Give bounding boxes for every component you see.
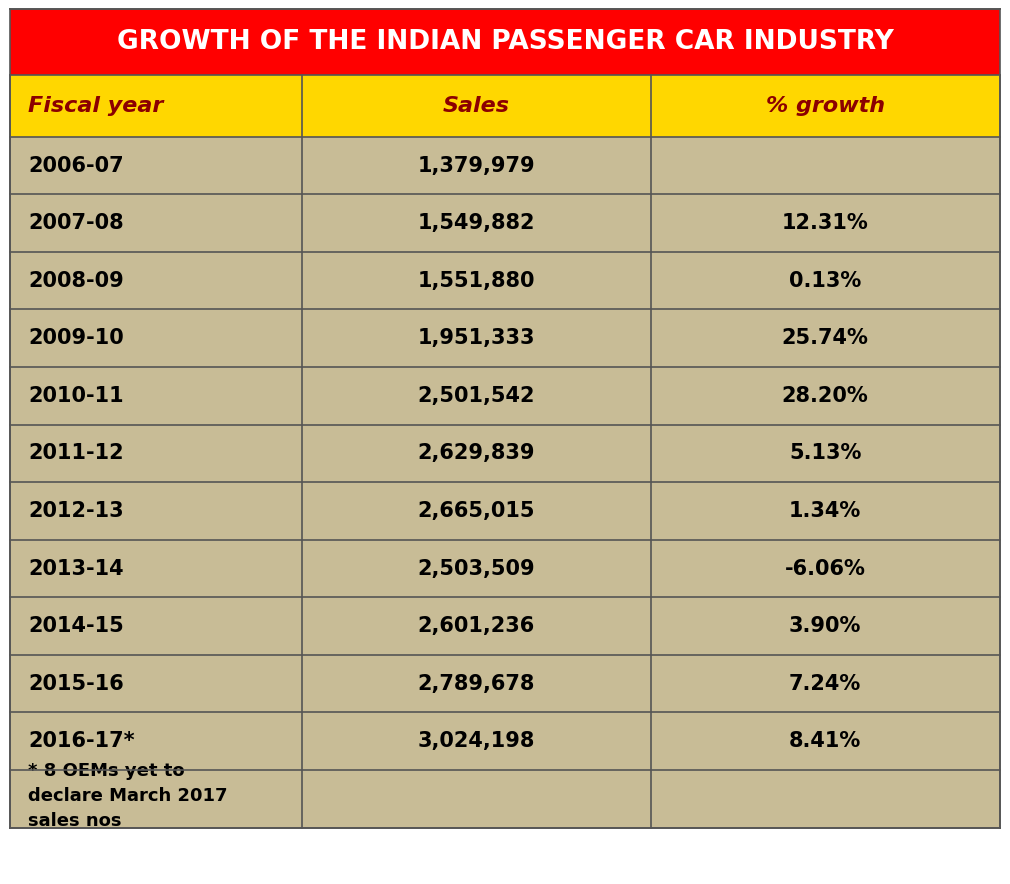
Bar [302, 722, 650, 827]
Bar [10, 598, 302, 655]
Bar [10, 655, 302, 713]
Bar [650, 713, 1000, 770]
Text: Sales: Sales [442, 95, 510, 116]
Bar [650, 722, 1000, 827]
Text: 1,951,333: 1,951,333 [417, 328, 535, 348]
Text: 2012-13: 2012-13 [28, 501, 124, 521]
Text: -6.06%: -6.06% [785, 559, 866, 578]
Bar [302, 367, 650, 424]
Text: GROWTH OF THE INDIAN PASSENGER CAR INDUSTRY: GROWTH OF THE INDIAN PASSENGER CAR INDUS… [116, 29, 894, 55]
Text: 2008-09: 2008-09 [28, 271, 124, 291]
Text: 2013-14: 2013-14 [28, 559, 124, 578]
Bar [10, 482, 302, 540]
Bar [10, 74, 302, 137]
Bar [10, 722, 302, 827]
Bar [650, 424, 1000, 482]
Text: 2011-12: 2011-12 [28, 444, 124, 463]
Bar [302, 252, 650, 309]
Bar [10, 252, 302, 309]
Text: 2006-07: 2006-07 [28, 156, 124, 176]
Bar [10, 137, 302, 194]
Text: 0.13%: 0.13% [789, 271, 862, 291]
Text: 1,551,880: 1,551,880 [417, 271, 535, 291]
Bar [650, 194, 1000, 252]
Text: 2,601,236: 2,601,236 [418, 616, 535, 636]
Bar [650, 309, 1000, 367]
Bar [302, 424, 650, 482]
Text: 2,501,542: 2,501,542 [417, 385, 535, 406]
Bar [650, 598, 1000, 655]
Bar [10, 713, 302, 770]
Bar [10, 309, 302, 367]
Text: 2014-15: 2014-15 [28, 616, 124, 636]
Bar [10, 424, 302, 482]
Text: 2,629,839: 2,629,839 [417, 444, 535, 463]
Bar [302, 713, 650, 770]
Text: 2,503,509: 2,503,509 [417, 559, 535, 578]
Text: 2,665,015: 2,665,015 [417, 501, 535, 521]
Text: 7.24%: 7.24% [789, 674, 862, 694]
Text: * 8 OEMs yet to
declare March 2017
sales nos: * 8 OEMs yet to declare March 2017 sales… [28, 763, 228, 830]
Text: 28.20%: 28.20% [782, 385, 869, 406]
Text: 2,789,678: 2,789,678 [417, 674, 535, 694]
Bar [650, 482, 1000, 540]
Bar [302, 194, 650, 252]
Bar [10, 9, 1000, 74]
Text: 3,024,198: 3,024,198 [417, 731, 535, 751]
Text: 3.90%: 3.90% [789, 616, 862, 636]
Bar [650, 367, 1000, 424]
Text: Fiscal year: Fiscal year [28, 95, 164, 116]
Bar [302, 137, 650, 194]
Text: 2010-11: 2010-11 [28, 385, 124, 406]
Text: 1,549,882: 1,549,882 [417, 213, 535, 233]
Bar [302, 309, 650, 367]
Text: 2015-16: 2015-16 [28, 674, 124, 694]
Text: 2016-17*: 2016-17* [28, 731, 135, 751]
Text: 5.13%: 5.13% [789, 444, 862, 463]
Bar [650, 655, 1000, 713]
Bar [302, 655, 650, 713]
Bar [10, 367, 302, 424]
Text: 2009-10: 2009-10 [28, 328, 124, 348]
Bar [650, 540, 1000, 598]
Bar [10, 194, 302, 252]
Text: % growth: % growth [766, 95, 885, 116]
Bar [302, 74, 650, 137]
Bar [302, 540, 650, 598]
Bar [10, 540, 302, 598]
Text: 2007-08: 2007-08 [28, 213, 124, 233]
Bar [650, 137, 1000, 194]
Bar [650, 74, 1000, 137]
Text: 25.74%: 25.74% [782, 328, 869, 348]
Bar [302, 598, 650, 655]
Text: 12.31%: 12.31% [782, 213, 869, 233]
Text: 1,379,979: 1,379,979 [417, 156, 535, 176]
Bar [302, 482, 650, 540]
Text: 1.34%: 1.34% [789, 501, 862, 521]
Bar [650, 252, 1000, 309]
Text: 8.41%: 8.41% [789, 731, 862, 751]
